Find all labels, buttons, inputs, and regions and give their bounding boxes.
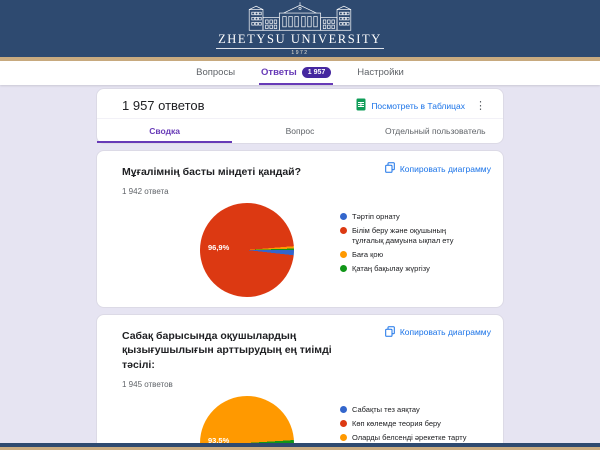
question-1-response-count: 1 942 ответа	[122, 186, 169, 196]
form-nav: Вопросы Ответы 1 957 Настройки	[0, 61, 600, 85]
legend-color-dot	[340, 434, 347, 442]
legend-color-dot	[340, 405, 347, 413]
question-1-head: Мұғалімнің басты міндеті қандай? Копиров…	[122, 159, 491, 180]
legend-1: Тәртіп орнату Білім беру және оқушының тұ…	[340, 212, 478, 297]
pie-1-graphic	[200, 202, 294, 297]
view-in-sheets-label: Посмотреть в Таблицах	[371, 100, 465, 111]
legend-color-dot	[340, 420, 347, 427]
tab-settings[interactable]: Настройки	[355, 61, 406, 85]
responses-title: 1 957 ответов	[122, 98, 205, 113]
question-1-title: Мұғалімнің басты міндеті қандай?	[122, 166, 302, 178]
question-2-chart-row: 93,5% Сабақты тез аяқтау Көп көлемде теор…	[122, 395, 491, 450]
legend-item: Қатаң бақылау жүргізу	[340, 264, 478, 274]
university-name: ZHETYSU UNIVERSITY	[216, 32, 384, 49]
question-card-2: Сабақ барысында оқушылардың қызығушылығы…	[96, 313, 504, 450]
question-1-chart-row: 96,9% Тәртіп орнату Білім беру және оқушы…	[122, 202, 491, 297]
legend-item: Сабақты тез аяқтау	[340, 405, 478, 415]
responses-summary-card: 1 957 ответов Посмотреть в	[96, 88, 504, 144]
legend-item: Көп көлемде теория беру	[340, 419, 478, 429]
question-2-response-count: 1 945 ответов	[122, 379, 173, 389]
view-in-sheets-link[interactable]: Посмотреть в Таблицах	[356, 98, 465, 113]
copy-chart-link-2[interactable]: Копировать диаграмму	[385, 325, 491, 339]
legend-color-dot	[340, 226, 347, 234]
tab-summary[interactable]: Сводка	[97, 119, 233, 143]
pie-chart-1: 96,9%	[200, 202, 294, 297]
university-year: 1972	[291, 49, 309, 56]
copy-chart-link-1[interactable]: Копировать диаграмму	[385, 162, 491, 175]
tab-settings-label: Настройки	[357, 66, 404, 78]
copy-chart-label-2: Копировать диаграмму	[399, 327, 491, 338]
question-2-head: Сабақ барысында оқушылардың қызығушылығы…	[122, 323, 491, 373]
responses-main: 1 957 ответов Посмотреть в	[0, 88, 600, 450]
tab-question[interactable]: Вопрос	[285, 126, 315, 136]
legend-item: Баға қою	[340, 250, 478, 260]
tab-questions-label: Вопросы	[196, 66, 236, 78]
copy-icon	[385, 162, 395, 175]
university-header: ZHETYSU UNIVERSITY 1972	[0, 0, 600, 57]
question-card-1: Мұғалімнің басты міндеті қандай? Копиров…	[96, 150, 504, 308]
legend-label: Қатаң бақылау жүргізу	[352, 264, 430, 274]
university-logo: ZHETYSU UNIVERSITY 1972	[216, 1, 384, 56]
answers-count-badge: 1 957	[301, 66, 332, 78]
tab-individual-user[interactable]: Отдельный пользователь	[385, 126, 486, 136]
pie-1-percentage-label: 96,9%	[208, 242, 230, 252]
pie-chart-2: 93,5%	[200, 395, 294, 450]
legend-label: Білім беру және оқушының тұлғалық дамуын…	[352, 225, 454, 245]
footer-blue-bar	[0, 443, 600, 447]
pie-2-percentage-label: 93,5%	[208, 435, 230, 445]
legend-item: Білім беру және оқушының тұлғалық дамуын…	[340, 226, 478, 246]
tab-answers-label: Ответы	[261, 66, 297, 78]
summary-tabs: Сводка Вопрос Отдельный пользователь	[97, 118, 503, 143]
question-2-title: Сабақ барысында оқушылардың қызығушылығы…	[122, 329, 332, 372]
legend-color-dot	[340, 212, 347, 220]
more-options-icon[interactable]: ⋮	[475, 100, 486, 112]
sheets-icon	[356, 98, 366, 113]
legend-label: Тәртіп орнату	[352, 211, 400, 221]
summary-card-top: 1 957 ответов Посмотреть в	[97, 89, 503, 118]
tab-questions[interactable]: Вопросы	[194, 61, 237, 85]
summary-card-actions: Посмотреть в Таблицах ⋮	[356, 98, 491, 113]
legend-item: Тәртіп орнату	[340, 212, 478, 222]
legend-label: Көп көлемде теория беру	[352, 419, 441, 428]
legend-label: Сабақты тез аяқтау	[352, 404, 420, 414]
gold-accent-line	[0, 57, 600, 61]
tab-answers[interactable]: Ответы 1 957	[259, 61, 334, 85]
legend-color-dot	[340, 265, 347, 273]
copy-chart-label-1: Копировать диаграмму	[399, 163, 491, 174]
university-building-icon	[241, 1, 359, 32]
footer-gold-bar	[0, 447, 600, 450]
legend-label: Баға қою	[352, 249, 384, 259]
copy-icon	[385, 325, 395, 339]
legend-color-dot	[340, 250, 347, 258]
